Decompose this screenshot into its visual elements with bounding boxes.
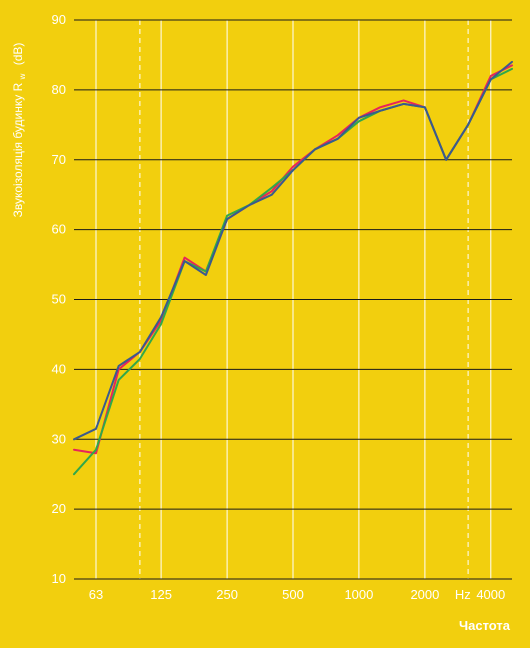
y-axis-title-unit: (dB) — [11, 43, 25, 66]
y-tick-label: 50 — [52, 292, 66, 307]
y-tick-label: 70 — [52, 152, 66, 167]
x-tick-label: 500 — [282, 587, 304, 602]
series-line-3 — [73, 60, 513, 441]
y-tick-label: 30 — [52, 431, 66, 446]
x-tick-label: 2000 — [410, 587, 439, 602]
x-tick-label: 4000 — [476, 587, 505, 602]
y-tick-label: 10 — [52, 571, 66, 586]
y-axis-title-subscript: w — [18, 73, 27, 80]
y-axis-title: Звукоізоляція будинку R w (dB) — [11, 43, 28, 218]
horizontal-gridlines — [74, 19, 512, 580]
y-tick-label: 40 — [52, 361, 66, 376]
x-unit-label: Hz — [455, 587, 471, 602]
y-tick-label: 90 — [52, 12, 66, 27]
x-tick-label: 125 — [150, 587, 172, 602]
x-tick-label: 1000 — [344, 587, 373, 602]
x-tick-label: 250 — [216, 587, 238, 602]
x-tick-labels: 63 125 250 500 1000 2000 4000 — [89, 587, 505, 602]
x-axis-title: Частота — [459, 618, 511, 633]
y-axis-title-symbol: R — [11, 82, 25, 91]
y-tick-labels: 10 20 30 40 50 60 70 80 90 — [52, 12, 66, 586]
x-tick-label: 63 — [89, 587, 103, 602]
series-lines — [73, 60, 513, 476]
y-tick-label: 60 — [52, 222, 66, 237]
y-tick-label: 20 — [52, 501, 66, 516]
y-tick-label: 80 — [52, 82, 66, 97]
y-axis-title-text: Звукоізоляція будинку — [11, 95, 25, 218]
